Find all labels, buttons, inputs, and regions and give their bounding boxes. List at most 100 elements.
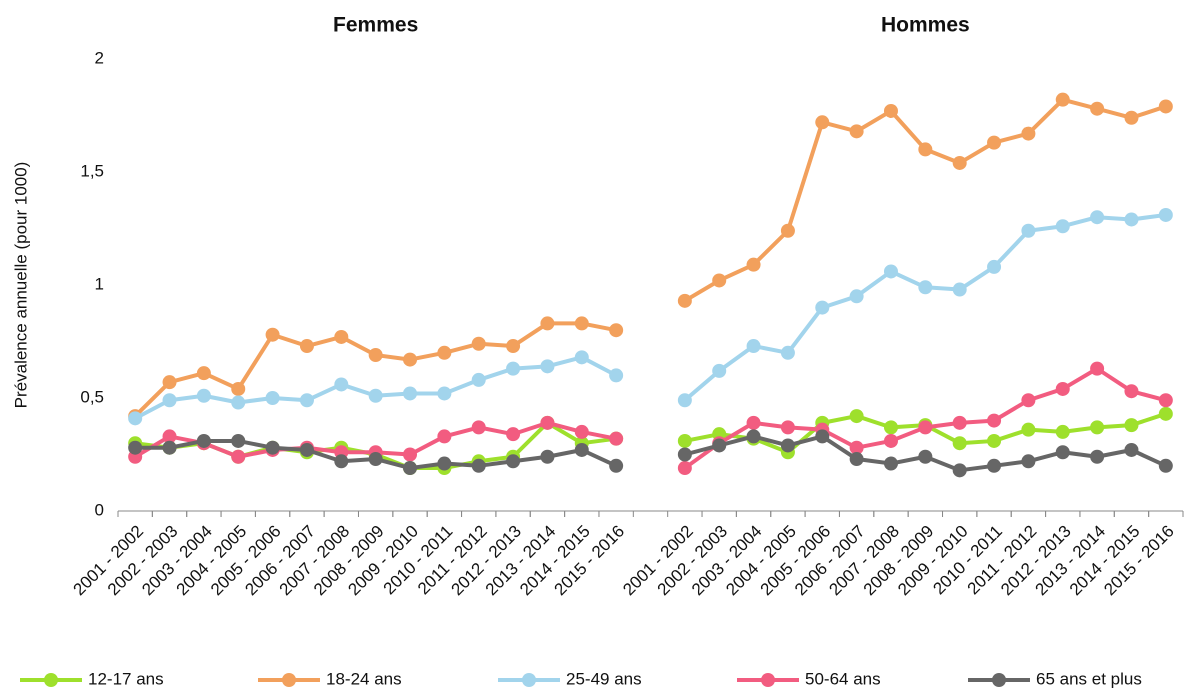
data-point [677, 447, 692, 462]
data-point [196, 433, 211, 448]
data-point [1090, 420, 1105, 435]
data-point [1124, 418, 1139, 433]
data-point [231, 381, 246, 396]
legend-marker [282, 673, 296, 687]
data-point [540, 359, 555, 374]
data-point [1021, 223, 1036, 238]
data-point [918, 420, 933, 435]
data-point [883, 420, 898, 435]
data-point [883, 433, 898, 448]
data-point [1021, 454, 1036, 469]
data-point [1021, 422, 1036, 437]
data-point [368, 452, 383, 467]
data-point [1090, 361, 1105, 376]
data-point [540, 449, 555, 464]
data-point [987, 458, 1002, 473]
data-point [849, 289, 864, 304]
data-point [677, 293, 692, 308]
data-point [231, 395, 246, 410]
y-axis-label: Prévalence annuelle (pour 1000) [11, 162, 30, 409]
data-point [196, 366, 211, 381]
data-point [712, 438, 727, 453]
legend-label: 50-64 ans [805, 669, 881, 688]
data-point [368, 348, 383, 363]
data-point [334, 377, 349, 392]
data-point [609, 323, 624, 338]
data-point [1124, 212, 1139, 227]
y-tick-label: 0,5 [80, 387, 104, 406]
data-point [609, 431, 624, 446]
data-point [299, 339, 314, 354]
data-point [1021, 126, 1036, 141]
data-point [1158, 458, 1173, 473]
data-point [815, 115, 830, 130]
data-point [1090, 101, 1105, 116]
y-tick-label: 2 [95, 48, 104, 67]
data-point [1124, 384, 1139, 399]
data-point [403, 461, 418, 476]
data-point [265, 391, 280, 405]
data-point [1055, 219, 1070, 234]
data-point [471, 372, 486, 387]
data-point [574, 424, 589, 439]
data-point [265, 327, 280, 342]
legend-marker [44, 673, 58, 687]
data-point [849, 409, 864, 424]
data-point [403, 447, 418, 462]
data-point [918, 142, 933, 157]
data-point [1158, 393, 1173, 408]
legend-marker [992, 673, 1006, 687]
data-point [815, 429, 830, 444]
data-point [437, 386, 452, 401]
data-point [334, 329, 349, 344]
data-point [987, 433, 1002, 448]
data-point [334, 454, 349, 469]
data-point [849, 452, 864, 467]
y-tick-label: 0 [95, 500, 104, 519]
data-point [299, 442, 314, 457]
data-point [403, 352, 418, 367]
data-point [1158, 207, 1173, 222]
legend-label: 12-17 ans [88, 669, 164, 688]
data-point [1055, 445, 1070, 460]
data-point [952, 463, 967, 478]
series-line [133, 97, 1167, 418]
data-point [780, 223, 795, 238]
data-point [815, 300, 830, 315]
data-point [883, 264, 898, 279]
series-line [134, 411, 1167, 471]
data-point [1090, 449, 1105, 464]
legend-marker [761, 673, 775, 687]
data-point [540, 415, 555, 430]
data-point [712, 273, 727, 288]
data-point [265, 440, 280, 455]
data-point [849, 440, 864, 455]
data-point [987, 413, 1002, 428]
data-point [677, 433, 692, 448]
data-point [1090, 210, 1105, 225]
legend-label: 25-49 ans [566, 669, 642, 688]
data-point [918, 280, 933, 295]
data-point [1055, 92, 1070, 107]
data-point [128, 440, 143, 455]
data-point [437, 429, 452, 444]
data-point [780, 420, 795, 435]
data-point [1158, 99, 1173, 114]
data-point [437, 456, 452, 471]
data-point [299, 393, 314, 408]
data-point [1021, 393, 1036, 408]
group-title: Hommes [881, 14, 970, 37]
legend-label: 65 ans et plus [1036, 669, 1142, 688]
data-point [987, 259, 1002, 274]
data-point [677, 461, 692, 476]
data-point [746, 429, 761, 444]
data-point [883, 103, 898, 118]
data-point [746, 415, 761, 430]
data-point [162, 393, 177, 408]
legend-label: 18-24 ans [326, 669, 402, 688]
series-line [134, 366, 1167, 470]
data-point [196, 388, 211, 403]
data-point [162, 440, 177, 455]
group-title: Femmes [333, 14, 418, 37]
